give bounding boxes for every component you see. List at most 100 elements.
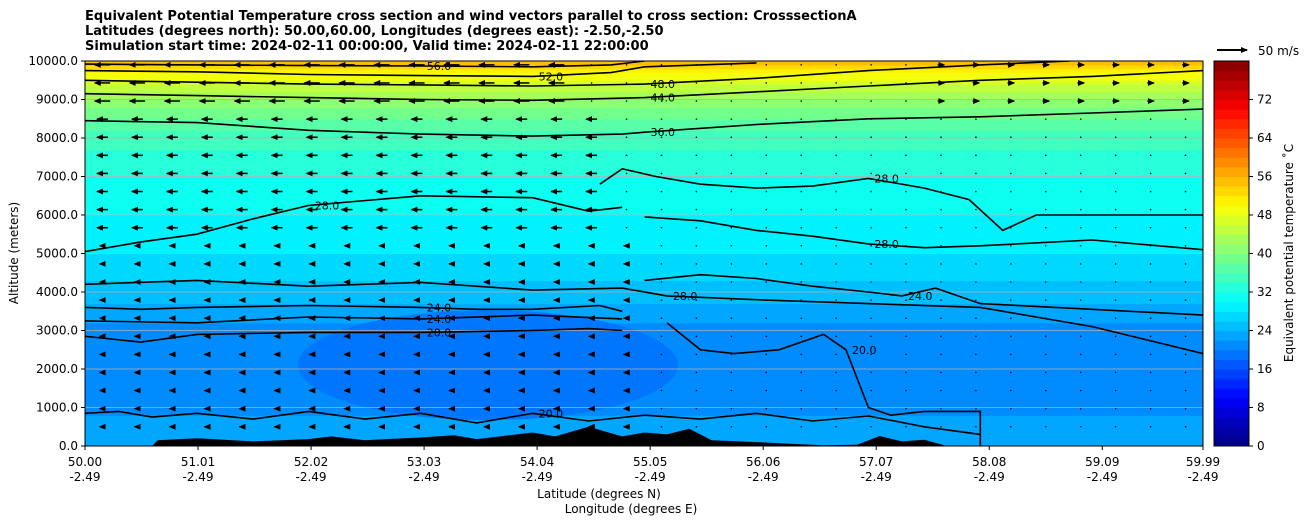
wind-vector	[1149, 118, 1152, 120]
colorbar-step	[1214, 417, 1249, 428]
field-band	[85, 407, 1203, 412]
field-band	[85, 415, 1203, 420]
wind-vector	[835, 389, 837, 392]
wind-vector	[870, 263, 872, 265]
field-band	[85, 222, 1203, 228]
wind-vector	[975, 136, 977, 139]
field-band	[85, 399, 1203, 405]
field-band	[85, 230, 1203, 235]
wind-vector	[765, 136, 768, 139]
colorbar-step	[1214, 340, 1249, 351]
wind-vector	[1114, 226, 1117, 229]
wind-vector	[695, 208, 698, 211]
wind-vector	[940, 172, 942, 175]
field-band	[85, 157, 1203, 162]
field-band	[85, 261, 1203, 266]
wind-vector	[1114, 389, 1117, 392]
colorbar-tick-label: 24	[1257, 324, 1272, 338]
wind-vector	[660, 281, 663, 283]
wind-vector	[800, 281, 803, 283]
field-band	[85, 76, 1203, 81]
x-tick-label-lat: 57.07	[859, 455, 893, 469]
colorbar-step	[1214, 138, 1249, 149]
field-band	[85, 303, 1203, 308]
wind-vector	[660, 263, 663, 265]
wind-vector	[870, 299, 872, 301]
wind-vector	[975, 226, 977, 229]
wind-vector	[975, 371, 977, 374]
wind-vector	[1184, 407, 1187, 410]
wind-vector	[870, 226, 872, 229]
wind-vector	[1079, 281, 1082, 283]
wind-vector	[730, 371, 733, 374]
wind-vector	[835, 82, 837, 84]
wind-vector	[695, 100, 698, 102]
wind-vector	[730, 299, 733, 301]
colorbar-step	[1214, 253, 1249, 264]
field-band	[85, 245, 1203, 251]
wind-vector	[975, 281, 977, 283]
wind-vector	[905, 353, 907, 356]
wind-vector	[835, 371, 837, 374]
field-band	[85, 180, 1203, 185]
field-band	[85, 253, 1203, 258]
field-band	[85, 126, 1203, 131]
contour-label: 36.0	[651, 126, 676, 139]
colorbar-step	[1214, 243, 1249, 254]
field-band	[85, 138, 1203, 143]
wind-vector	[1114, 407, 1117, 410]
colorbar-step	[1214, 378, 1249, 389]
wind-vector	[1044, 190, 1047, 193]
x-axis-label-lon: Longitude (degrees E)	[565, 502, 698, 516]
wind-vector	[835, 226, 837, 229]
contour-line	[85, 304, 623, 313]
wind-vector	[695, 82, 698, 84]
wind-vector	[835, 353, 837, 356]
contour-line	[85, 327, 623, 343]
wind-vector	[1149, 425, 1152, 428]
wind-vector	[1184, 118, 1187, 120]
wind-vector	[835, 208, 837, 211]
x-tick-label-lat: 51.01	[181, 455, 215, 469]
wind-vector	[695, 371, 698, 374]
wind-vector	[870, 335, 872, 338]
x-tick-label-lon: -2.49	[635, 470, 666, 484]
colorbar-step	[1214, 282, 1249, 293]
wind-vector	[1010, 425, 1012, 428]
contour-line	[85, 62, 757, 78]
wind-vector	[1114, 208, 1117, 211]
field-band	[85, 149, 1203, 154]
wind-vector	[870, 172, 872, 175]
field-band	[85, 176, 1203, 181]
contour-line	[644, 216, 1203, 251]
wind-vector	[765, 118, 768, 120]
wind-vector	[835, 190, 837, 193]
wind-vector	[800, 226, 803, 229]
wind-vector	[765, 371, 768, 374]
wind-vector	[1149, 335, 1152, 338]
wind-vector	[870, 281, 872, 283]
wind-vector	[835, 64, 837, 66]
wind-vector	[905, 299, 907, 301]
field-band	[85, 141, 1203, 147]
wind-vector	[660, 335, 663, 338]
wind-vector	[1114, 190, 1117, 193]
wind-vector	[695, 190, 698, 193]
wind-vector	[730, 100, 733, 102]
colorbar-step	[1214, 80, 1249, 91]
field-band	[85, 68, 1203, 74]
wind-vector	[730, 226, 733, 229]
contour-line	[85, 69, 1203, 102]
y-tick-label: 3000.0	[36, 324, 78, 338]
colorbar-tick-label: 48	[1257, 208, 1272, 222]
y-tick-label: 9000.0	[36, 93, 78, 107]
wind-vector	[1010, 172, 1012, 175]
wind-vector	[765, 208, 768, 211]
wind-vector	[1184, 353, 1187, 356]
y-tick-label: 0.0	[59, 439, 78, 453]
contour-label: 52.0	[539, 70, 564, 83]
wind-vector	[695, 353, 698, 356]
wind-vector	[1149, 208, 1152, 211]
wind-vector	[625, 136, 628, 139]
wind-vector	[1149, 226, 1152, 229]
